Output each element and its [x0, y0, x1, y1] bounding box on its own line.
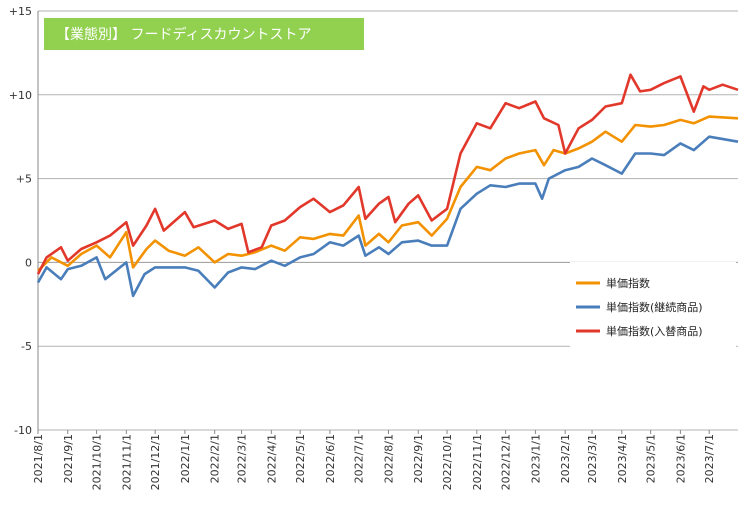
x-tick-label: 2022/5/1 [294, 434, 307, 483]
legend-label: 単価指数(入替商品) [606, 324, 703, 338]
x-tick-label: 2023/2/1 [559, 434, 572, 483]
x-tick-label: 2021/9/1 [62, 434, 75, 483]
y-tick-label: -5 [21, 340, 32, 353]
legend-label: 単価指数 [606, 276, 650, 290]
x-tick-label: 2021/8/1 [32, 434, 45, 483]
x-tick-label: 2022/2/1 [209, 434, 222, 483]
x-tick-label: 2022/12/1 [500, 434, 513, 490]
x-tick-label: 2023/3/1 [586, 434, 599, 483]
x-tick-label: 2023/4/1 [616, 434, 629, 483]
chart-title-background [44, 18, 364, 50]
x-tick-label: 2022/8/1 [382, 434, 395, 483]
y-tick-label: +10 [9, 89, 32, 102]
x-tick-label: 2022/4/1 [265, 434, 278, 483]
y-tick-label: 0 [25, 256, 32, 269]
x-tick-label: 2022/7/1 [353, 434, 366, 483]
series-line-1 [37, 115, 739, 272]
y-tick-label: +5 [16, 173, 32, 186]
x-tick-label: 2022/1/1 [179, 434, 192, 483]
series-line-2 [36, 135, 739, 298]
y-tick-label: -10 [14, 424, 32, 437]
x-tick-label: 2022/10/1 [441, 434, 454, 490]
y-tick-label: +15 [9, 5, 32, 18]
x-tick-label: 2023/5/1 [645, 434, 658, 483]
x-tick-label: 2021/11/1 [120, 434, 133, 490]
x-tick-label: 2023/6/1 [674, 434, 687, 483]
x-tick-label: 2021/10/1 [91, 434, 104, 490]
series-line-3 [36, 73, 739, 275]
y-tick-labels: +15 +10 +5 0 -5 -10 [9, 5, 32, 437]
series-lines [36, 73, 739, 298]
x-tick-label: 2022/11/1 [471, 434, 484, 490]
x-tick-label: 2023/1/1 [529, 434, 542, 483]
gridlines [38, 10, 738, 431]
chart-title-text: 【業態別】 フードディスカウントストア [56, 26, 311, 43]
legend-label: 単価指数(継続商品) [606, 300, 703, 314]
x-tick-labels: 2021/8/1 2021/9/1 2021/10/1 2021/11/1 2021/1… [32, 430, 716, 490]
x-tick-label: 2023/7/1 [703, 434, 716, 483]
x-tick-label: 2022/3/1 [236, 434, 249, 483]
chart-title: 【業態別】 フードディスカウントストア [44, 18, 364, 50]
x-tick-label: 2022/6/1 [324, 434, 337, 483]
x-tick-label: 2021/12/1 [149, 434, 162, 490]
x-tick-label: 2022/9/1 [412, 434, 425, 483]
